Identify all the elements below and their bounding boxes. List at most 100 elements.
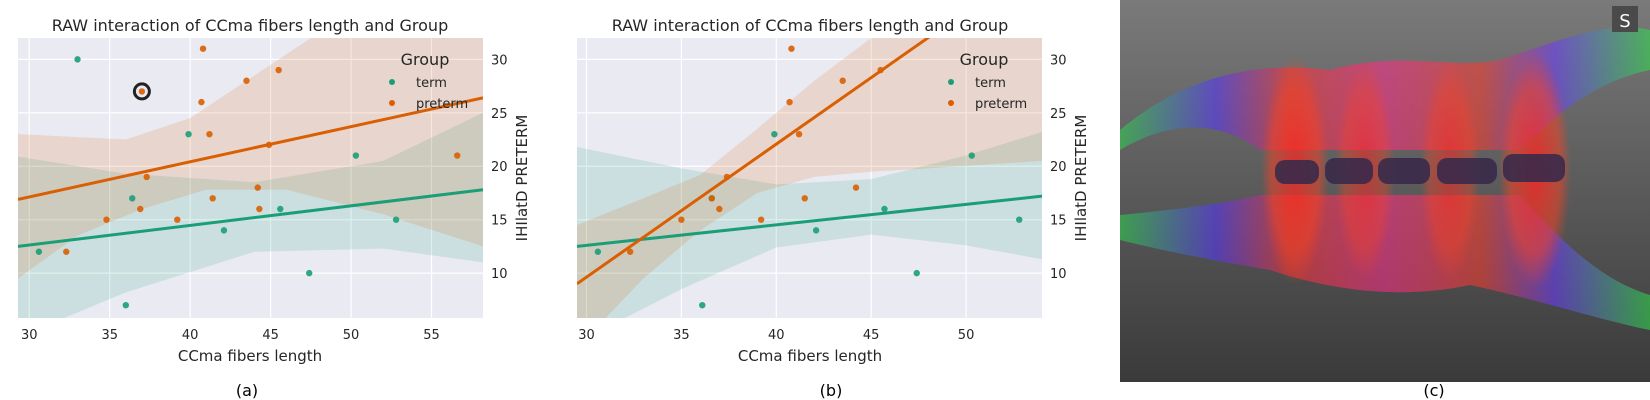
x-axis-label: CCma fibers length: [738, 347, 882, 365]
data-point-preterm: [198, 98, 205, 106]
data-point-preterm: [454, 152, 461, 159]
data-point-preterm: [174, 216, 181, 223]
chart-b: 30 35 40 45 50 10 15 20 25 30 RAW interaction of…: [577, 16, 1090, 365]
data-point-preterm: [275, 66, 282, 74]
caption-b: (b): [820, 381, 843, 400]
y-tick-label: 10: [491, 267, 508, 282]
grid: [18, 38, 483, 318]
chart-a: 30 35 40 45 50 55 10 15 20 25 30 RAW interaction …: [18, 16, 531, 365]
data-point-preterm: [63, 248, 70, 255]
plot-area: [18, 38, 483, 318]
y-axis-label: IHIlatD PRETERM: [513, 115, 531, 242]
data-point-preterm: [678, 216, 685, 223]
data-point-preterm: [723, 173, 731, 181]
data-point-term: [913, 269, 920, 277]
caption-a: (a): [236, 381, 258, 400]
data-point-preterm: [786, 98, 793, 106]
data-point-term: [129, 195, 136, 202]
data-point-preterm: [103, 216, 110, 223]
data-points: [35, 45, 461, 309]
y-tick-label: 30: [1050, 53, 1067, 68]
data-point-term: [699, 301, 706, 309]
confidence-band-preterm: [577, 38, 1042, 318]
y-tick-label: 20: [1050, 160, 1067, 175]
data-point-term: [220, 227, 228, 234]
confidence-band-preterm: [18, 38, 483, 279]
legend-title: Group: [401, 50, 450, 69]
grid: [577, 38, 1042, 318]
y-tick-label: 25: [1050, 107, 1067, 122]
fit-line-preterm: [577, 38, 931, 286]
data-point-preterm: [801, 195, 808, 202]
data-point-term: [185, 130, 192, 138]
y-tick-label: 30: [491, 53, 508, 68]
fit-line-term: [18, 188, 483, 248]
y-axis-label: IHIlatD PRETERM: [1072, 115, 1090, 242]
x-tick-label: 35: [101, 328, 118, 343]
y-tick-label: 25: [491, 107, 508, 122]
y-tick-label: 15: [1050, 214, 1067, 229]
data-point-preterm: [788, 45, 795, 52]
highlight-circle: [132, 82, 151, 101]
data-point-preterm: [839, 77, 846, 84]
data-point-preterm: [265, 141, 273, 149]
fiber-bundles: [1120, 27, 1650, 330]
data-point-preterm: [877, 66, 884, 74]
legend-label-preterm: preterm: [416, 97, 468, 112]
x-tick-label: 40: [768, 328, 785, 343]
data-point-preterm: [137, 205, 144, 213]
y-tick-label: 10: [1050, 267, 1067, 282]
legend: Group term preterm: [948, 50, 1027, 112]
x-tick-label: 55: [423, 328, 440, 343]
brain-tractography-image: S: [1120, 0, 1650, 382]
confidence-band-term: [18, 112, 483, 318]
y-tick-labels: 10 15 20 25 30: [491, 53, 508, 282]
legend-marker-term: [389, 79, 395, 85]
data-point-term: [35, 248, 43, 255]
x-tick-label: 35: [673, 328, 690, 343]
data-point-preterm: [708, 195, 715, 202]
confidence-band-term: [577, 132, 1042, 318]
data-point-term: [812, 227, 820, 234]
data-points: [594, 45, 1023, 309]
fit-line-term: [577, 194, 1042, 248]
data-point-preterm: [757, 216, 765, 223]
legend-marker-preterm: [389, 100, 395, 106]
x-tick-label: 45: [262, 328, 279, 343]
x-tick-label: 50: [343, 328, 360, 343]
x-tick-labels: 30 35 40 45 50: [578, 328, 974, 343]
data-point-term: [771, 130, 778, 138]
data-point-term: [74, 56, 81, 63]
confidence-bands: [18, 38, 483, 318]
data-point-preterm: [254, 184, 261, 191]
data-point-preterm: [243, 77, 250, 84]
regression-lines: [18, 96, 483, 248]
y-tick-label: 15: [491, 214, 508, 229]
legend-title: Group: [960, 50, 1009, 69]
data-point-preterm: [209, 195, 216, 202]
data-point-preterm: [852, 184, 860, 191]
fit-line-preterm: [18, 96, 483, 201]
legend-marker-term: [948, 79, 954, 85]
data-point-preterm: [795, 130, 803, 138]
data-point-preterm: [716, 205, 723, 213]
badge-box: [1612, 6, 1638, 32]
x-axis-label: CCma fibers length: [178, 347, 322, 365]
caption-c: (c): [1423, 381, 1444, 400]
y-tick-labels: 10 15 20 25 30: [1050, 53, 1067, 282]
data-point-term: [306, 269, 313, 277]
data-point-preterm: [626, 248, 634, 255]
legend: Group term preterm: [389, 50, 468, 112]
legend-label-term: term: [416, 76, 447, 91]
data-point-term: [1016, 216, 1023, 223]
data-point-term: [392, 216, 400, 223]
data-point-preterm: [138, 88, 146, 95]
data-point-term: [277, 205, 284, 213]
data-point-term: [352, 152, 360, 159]
data-point-term: [968, 152, 975, 159]
x-tick-labels: 30 35 40 45 50 55: [21, 328, 440, 343]
legend-label-preterm: preterm: [975, 97, 1027, 112]
data-point-preterm: [199, 45, 207, 52]
data-point-term: [122, 301, 130, 309]
